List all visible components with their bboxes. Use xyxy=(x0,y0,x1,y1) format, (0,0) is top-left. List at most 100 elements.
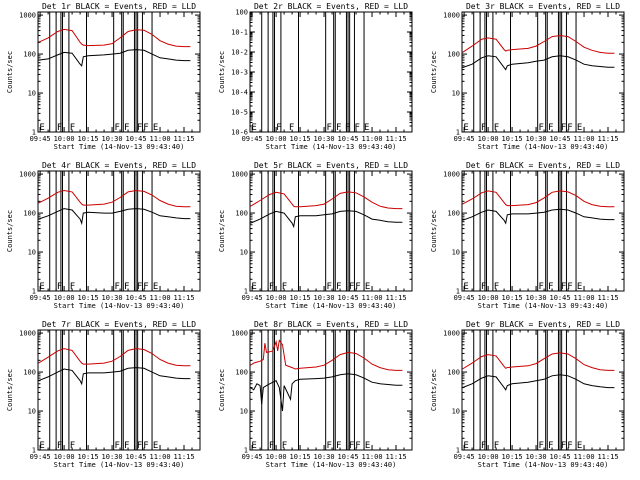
y-axis-label: Counts/sec xyxy=(218,369,226,411)
y-axis-label: Counts/sec xyxy=(218,210,226,252)
flag-label: E xyxy=(153,441,158,451)
flag-label: F xyxy=(567,441,572,451)
y-tick-label: 1000 xyxy=(19,171,36,179)
flag-label: F xyxy=(336,441,341,451)
flag-label: F xyxy=(70,441,75,451)
series-line-events xyxy=(462,208,615,225)
y-tick-label: 100 xyxy=(23,210,36,218)
flag-label: F xyxy=(269,282,274,292)
y-tick-label: 1000 xyxy=(443,171,460,179)
x-tick-label: 11:00 xyxy=(573,294,594,302)
series-line-events xyxy=(462,374,615,391)
x-axis-label: Start Time (14-Nov-13 09:43:40) xyxy=(266,143,397,151)
flag-label: F xyxy=(355,282,360,292)
flag-label: F xyxy=(269,441,274,451)
y-tick-label: 1 xyxy=(456,447,460,455)
flag-label: E xyxy=(251,282,256,292)
x-tick-label: 10:15 xyxy=(78,294,99,302)
x-tick-label: 10:00 xyxy=(266,453,287,461)
flag-label: E xyxy=(463,282,468,292)
panel-title: Det 7r BLACK = Events, RED = LLD xyxy=(42,320,196,329)
y-axis-label: Counts/sec xyxy=(430,210,438,252)
flag-label: E xyxy=(577,123,582,133)
flag-label: F xyxy=(70,282,75,292)
x-tick-label: 10:15 xyxy=(502,294,523,302)
series-line-events xyxy=(250,210,403,229)
flag-label: F xyxy=(57,282,62,292)
y-tick-label: 100 xyxy=(23,51,36,59)
flag-label: F xyxy=(124,441,129,451)
y-tick-label: 10 xyxy=(28,249,36,257)
flag-label: F xyxy=(538,123,543,133)
x-axis-label: Start Time (14-Nov-13 09:43:40) xyxy=(54,461,185,469)
y-tick-label: 10-1 xyxy=(231,29,248,37)
plot-frame xyxy=(249,329,413,451)
x-tick-label: 10:00 xyxy=(266,135,287,143)
x-tick-label: 11:15 xyxy=(597,453,618,461)
flag-label: F xyxy=(124,282,129,292)
y-tick-label: 10 xyxy=(452,408,460,416)
y-tick-label: 10 xyxy=(452,90,460,98)
x-axis-label: Start Time (14-Nov-13 09:43:40) xyxy=(54,302,185,310)
flag-label: F xyxy=(326,123,331,133)
series-line-events xyxy=(250,373,403,412)
y-tick-label: 1000 xyxy=(443,12,460,20)
x-tick-label: 11:15 xyxy=(173,453,194,461)
flag-label: F xyxy=(137,282,142,292)
x-tick-label: 10:30 xyxy=(526,135,547,143)
plot-frame xyxy=(461,11,625,133)
x-tick-label: 10:45 xyxy=(550,294,571,302)
flag-label: F xyxy=(124,123,129,133)
x-axis-label: Start Time (14-Nov-13 09:43:40) xyxy=(54,143,185,151)
y-tick-label: 10-5 xyxy=(231,109,248,117)
y-tick-label: 100 xyxy=(447,210,460,218)
panel-det-2r: Det 2r BLACK = Events, RED = LLDEFFFFFFE… xyxy=(218,2,413,151)
x-tick-label: 10:15 xyxy=(290,135,311,143)
y-tick-label: 10-3 xyxy=(231,69,248,77)
x-axis-label: Start Time (14-Nov-13 09:43:40) xyxy=(266,302,397,310)
flag-label: F xyxy=(326,441,331,451)
y-tick-label: 1 xyxy=(32,447,36,455)
flag-label: F xyxy=(561,123,566,133)
y-tick-label: 10-2 xyxy=(231,49,248,57)
flag-label: F xyxy=(143,282,148,292)
x-axis-label: Start Time (14-Nov-13 09:43:40) xyxy=(266,461,397,469)
flag-label: F xyxy=(538,282,543,292)
x-tick-label: 10:30 xyxy=(314,135,335,143)
x-tick-label: 10:45 xyxy=(550,135,571,143)
flag-label: F xyxy=(143,441,148,451)
x-tick-label: 11:00 xyxy=(361,294,382,302)
x-tick-label: 11:15 xyxy=(597,135,618,143)
plot-frame xyxy=(37,329,201,451)
flag-label: F xyxy=(481,123,486,133)
flag-label: F xyxy=(355,441,360,451)
flag-label: E xyxy=(577,282,582,292)
x-axis-label: Start Time (14-Nov-13 09:43:40) xyxy=(478,461,609,469)
x-tick-label: 10:15 xyxy=(290,453,311,461)
y-tick-label: 100 xyxy=(23,369,36,377)
y-tick-label: 10 xyxy=(28,90,36,98)
flag-label: F xyxy=(481,282,486,292)
series-line-lld xyxy=(250,191,403,210)
x-tick-label: 10:00 xyxy=(478,135,499,143)
x-tick-label: 10:45 xyxy=(338,135,359,143)
x-tick-label: 11:00 xyxy=(573,135,594,143)
series-line-events xyxy=(38,49,191,67)
x-tick-label: 09:45 xyxy=(242,453,263,461)
x-tick-label: 10:45 xyxy=(126,453,147,461)
flag-label: F xyxy=(567,123,572,133)
x-axis-label: Start Time (14-Nov-13 09:43:40) xyxy=(478,302,609,310)
flag-label: F xyxy=(289,123,294,133)
flag-label: F xyxy=(143,123,148,133)
flag-label: F xyxy=(57,123,62,133)
x-tick-label: 11:00 xyxy=(149,135,170,143)
x-tick-label: 10:30 xyxy=(102,294,123,302)
flag-label: F xyxy=(548,441,553,451)
x-tick-label: 10:15 xyxy=(502,453,523,461)
x-tick-label: 11:15 xyxy=(173,294,194,302)
flag-label: F xyxy=(336,123,341,133)
